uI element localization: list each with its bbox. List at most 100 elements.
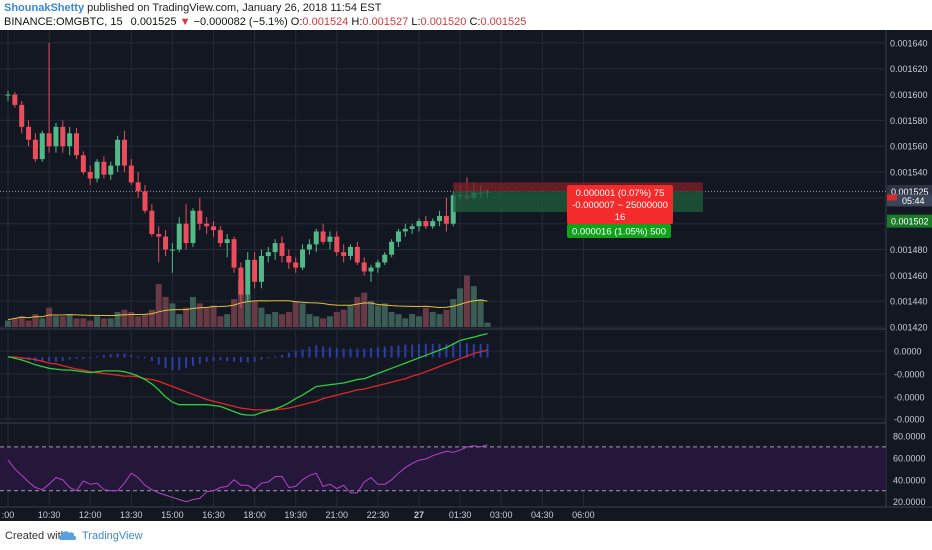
author-name[interactable]: ShounakShetty: [4, 2, 85, 14]
volume-bar: [162, 296, 169, 327]
candle-body: [354, 246, 360, 263]
rsi-band: [0, 446, 886, 491]
candle-body: [224, 239, 230, 244]
candle-body: [67, 133, 73, 147]
volume-bar: [285, 311, 292, 327]
candle-body: [231, 239, 237, 268]
volume-bar: [258, 307, 265, 327]
volume-bar: [203, 307, 210, 327]
candle-body: [279, 243, 285, 256]
price-tick-label: 0.001440: [890, 297, 928, 307]
candle-body: [149, 210, 155, 235]
change-value: −0.000082 (−5.1%): [193, 16, 288, 28]
candle-body: [375, 262, 381, 268]
volume-bar: [155, 284, 162, 327]
position-tool[interactable]: 0.000001 (0.07%) 75-0.000007 ~ 250000001…: [453, 182, 703, 238]
grid: [0, 30, 932, 508]
candle-body: [313, 231, 319, 245]
volume-bar: [313, 316, 320, 327]
volume-bar: [463, 275, 470, 327]
price-tick-label: 0.001620: [890, 64, 928, 74]
volume-bar: [66, 314, 73, 327]
volume-bar: [32, 314, 39, 327]
published-text: published on TradingView.com, January 26…: [87, 2, 382, 14]
axes: 0.001640 0.001620 0.001600 0.001580 0.001560…: [2, 38, 932, 520]
volume-bar: [128, 311, 135, 327]
volume-bar: [436, 314, 443, 327]
stop-label-2: -0.000007 ~ 25000000: [572, 200, 668, 211]
chart-canvas[interactable]: 0.000001 (0.07%) 75-0.000007 ~ 25000000 1…: [0, 30, 932, 521]
volume-bar: [217, 316, 224, 327]
macd-tick-label: -0.0000: [894, 415, 925, 425]
candle-body: [12, 94, 18, 105]
candle-body: [211, 226, 216, 231]
volume-bar: [299, 303, 306, 327]
candle-body: [163, 236, 169, 250]
volume-bar: [368, 301, 375, 327]
low-label: L:: [411, 16, 421, 28]
close-label: C:: [469, 16, 481, 28]
tradingview-brand[interactable]: TradingView: [82, 530, 143, 542]
symbol-label: BINANCE:OMGBTC, 15: [4, 16, 123, 28]
volume-bar: [231, 299, 238, 327]
candle-body: [252, 259, 258, 282]
stop-label-box: [567, 185, 673, 224]
volume-bar: [176, 314, 183, 327]
candle-body: [272, 243, 278, 253]
volume-bar: [73, 318, 80, 327]
volume-bar: [347, 305, 354, 327]
candle-body: [176, 223, 182, 250]
footer: Created with TradingView: [0, 521, 932, 550]
candle-body: [423, 221, 429, 227]
candle-body: [53, 126, 59, 147]
candle-body: [101, 161, 107, 175]
countdown-tag-label: 05:44: [902, 196, 925, 206]
macd-line: [7, 332, 488, 416]
change-down-icon: ▼: [179, 16, 191, 28]
candle-body: [348, 246, 353, 256]
stop-label-1: 0.000001 (0.07%) 75: [576, 188, 665, 199]
signal-line: [8, 349, 488, 411]
volume-bar: [395, 314, 402, 327]
volume-bar: [11, 318, 18, 327]
rsi-tick-label: 20.0000: [893, 497, 926, 507]
time-tick-label: 13:30: [120, 510, 143, 520]
created-with-text: Created with: [5, 530, 67, 542]
symbol-line: BINANCE:OMGBTC, 15 0.001525 ▼ −0.000082 …: [4, 16, 526, 28]
volume-bar: [114, 311, 121, 327]
volume-bar: [292, 301, 299, 327]
volume-bar: [306, 314, 313, 327]
candle-body: [402, 228, 408, 232]
candle-body: [443, 215, 449, 224]
volume-ma-line: [7, 299, 488, 321]
time-tick-label: 04:30: [531, 510, 554, 520]
volume-bar: [169, 303, 176, 327]
candle-body: [334, 236, 340, 253]
candle-body: [217, 230, 223, 244]
close-value: 0.001525: [480, 16, 527, 28]
volume-bar: [121, 309, 128, 327]
rsi-tick-label: 40.0000: [893, 475, 926, 485]
volume-bar: [484, 322, 491, 327]
price-tick-label: 0.001640: [890, 38, 928, 48]
volume-bar: [39, 318, 46, 327]
price-tick-label: 0.001460: [890, 271, 928, 281]
macd-tick-label: -0.0000: [894, 393, 925, 403]
target-price-tag-label: 0.001502: [891, 217, 929, 227]
volume-bar: [80, 318, 87, 327]
chart-header: ShounakShetty published on TradingView.c…: [0, 0, 932, 30]
volume-bar: [142, 314, 148, 327]
time-tick-label: 22:30: [367, 510, 390, 520]
macd-tick-label: 0.0000: [894, 347, 922, 357]
high-value: 0.001527: [362, 16, 409, 28]
volume-bar: [361, 292, 368, 327]
price-tick-label: 0.001580: [890, 116, 928, 126]
candle-body: [409, 226, 415, 229]
candles[interactable]: [0, 42, 886, 308]
open-value: 0.001524: [302, 16, 349, 28]
tradingview-cloud-icon: [58, 531, 77, 540]
candle-body: [183, 223, 189, 244]
volume-bar: [340, 309, 347, 327]
candle-body: [368, 267, 374, 272]
candle-body: [135, 182, 141, 192]
